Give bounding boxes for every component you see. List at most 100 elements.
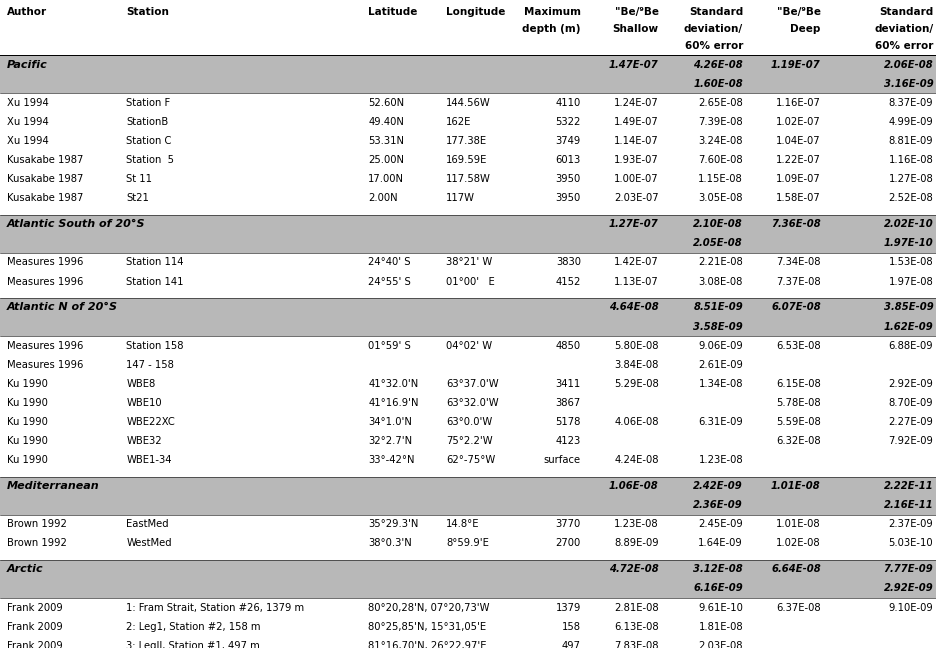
Text: Measures 1996: Measures 1996: [7, 257, 83, 268]
Text: 4.99E-09: 4.99E-09: [887, 117, 932, 127]
Text: 60% error: 60% error: [874, 41, 932, 51]
Text: Ku 1990: Ku 1990: [7, 456, 48, 465]
Text: Standard: Standard: [688, 7, 742, 17]
Text: WBE10: WBE10: [126, 398, 162, 408]
Text: 2.65E-08: 2.65E-08: [697, 98, 742, 108]
Text: 1.22E-07: 1.22E-07: [775, 156, 820, 165]
Text: Station 158: Station 158: [126, 341, 183, 351]
Text: Measures 1996: Measures 1996: [7, 341, 83, 351]
Text: WestMed: WestMed: [126, 538, 172, 548]
Text: 177.38E: 177.38E: [446, 136, 487, 146]
Text: 1.27E-08: 1.27E-08: [887, 174, 932, 184]
Text: 3.16E-09: 3.16E-09: [883, 79, 932, 89]
Text: 7.34E-08: 7.34E-08: [776, 257, 820, 268]
Text: 162E: 162E: [446, 117, 471, 127]
Text: 17.00N: 17.00N: [368, 174, 403, 184]
Text: 6.32E-08: 6.32E-08: [775, 436, 820, 446]
Text: WBE22XC: WBE22XC: [126, 417, 175, 427]
Text: 5.80E-08: 5.80E-08: [614, 341, 658, 351]
Text: 1.42E-07: 1.42E-07: [613, 257, 658, 268]
Text: 33°-42°N: 33°-42°N: [368, 456, 415, 465]
Text: 1.14E-07: 1.14E-07: [613, 136, 658, 146]
Text: 1.47E-07: 1.47E-07: [608, 60, 658, 69]
Text: Mediterranean: Mediterranean: [7, 481, 99, 491]
Text: 6.37E-08: 6.37E-08: [775, 603, 820, 612]
Text: 2.16E-11: 2.16E-11: [883, 500, 932, 510]
Text: 81°16,70'N, 26°22,97'E: 81°16,70'N, 26°22,97'E: [368, 641, 486, 648]
Text: 4.24E-08: 4.24E-08: [614, 456, 658, 465]
Text: 1.58E-07: 1.58E-07: [775, 194, 820, 203]
Text: 8.37E-09: 8.37E-09: [887, 98, 932, 108]
Text: 2.81E-08: 2.81E-08: [613, 603, 658, 612]
Text: 2.06E-08: 2.06E-08: [883, 60, 932, 69]
Text: Kusakabe 1987: Kusakabe 1987: [7, 156, 83, 165]
Text: 1.04E-07: 1.04E-07: [775, 136, 820, 146]
Text: 6.13E-08: 6.13E-08: [613, 621, 658, 632]
Text: Ku 1990: Ku 1990: [7, 379, 48, 389]
Text: 6.53E-08: 6.53E-08: [775, 341, 820, 351]
Text: Longitude: Longitude: [446, 7, 505, 17]
Text: 24°40' S: 24°40' S: [368, 257, 410, 268]
Text: 6.16E-09: 6.16E-09: [693, 583, 742, 594]
Text: 1.97E-10: 1.97E-10: [883, 238, 932, 248]
Text: 14.8°E: 14.8°E: [446, 520, 479, 529]
Text: 6.15E-08: 6.15E-08: [775, 379, 820, 389]
Text: Atlantic N of 20°S: Atlantic N of 20°S: [7, 303, 117, 312]
Text: 2.05E-08: 2.05E-08: [693, 238, 742, 248]
Bar: [0, 476, 936, 515]
Text: Xu 1994: Xu 1994: [7, 136, 49, 146]
Text: 2.21E-08: 2.21E-08: [697, 257, 742, 268]
Text: 3.24E-08: 3.24E-08: [698, 136, 742, 146]
Text: 6.88E-09: 6.88E-09: [887, 341, 932, 351]
Text: 1.09E-07: 1.09E-07: [775, 174, 820, 184]
Text: 2.37E-09: 2.37E-09: [887, 520, 932, 529]
Bar: [0, 214, 936, 253]
Text: 7.60E-08: 7.60E-08: [697, 156, 742, 165]
Text: 2.45E-09: 2.45E-09: [697, 520, 742, 529]
Text: WBE32: WBE32: [126, 436, 162, 446]
Text: 9.06E-09: 9.06E-09: [697, 341, 742, 351]
Text: Station C: Station C: [126, 136, 171, 146]
Text: 3.84E-08: 3.84E-08: [614, 360, 658, 370]
Text: 4850: 4850: [555, 341, 580, 351]
Text: 1: Fram Strait, Station #26, 1379 m: 1: Fram Strait, Station #26, 1379 m: [126, 603, 304, 612]
Text: 1.62E-09: 1.62E-09: [883, 321, 932, 332]
Text: Pacific: Pacific: [7, 60, 47, 69]
Text: 9.10E-09: 9.10E-09: [887, 603, 932, 612]
Text: 4123: 4123: [555, 436, 580, 446]
Text: Latitude: Latitude: [368, 7, 417, 17]
Text: 80°20,28'N, 07°20,73'W: 80°20,28'N, 07°20,73'W: [368, 603, 490, 612]
Text: 41°32.0'N: 41°32.0'N: [368, 379, 418, 389]
Text: 2.03E-08: 2.03E-08: [698, 641, 742, 648]
Text: 1.02E-07: 1.02E-07: [775, 117, 820, 127]
Text: 63°0.0'W: 63°0.0'W: [446, 417, 491, 427]
Text: 8.70E-09: 8.70E-09: [887, 398, 932, 408]
Text: Xu 1994: Xu 1994: [7, 98, 49, 108]
Text: 1.81E-08: 1.81E-08: [697, 621, 742, 632]
Text: 1.64E-09: 1.64E-09: [697, 538, 742, 548]
Text: Maximum: Maximum: [523, 7, 580, 17]
Text: 62°-75°W: 62°-75°W: [446, 456, 495, 465]
Text: StationB: StationB: [126, 117, 168, 127]
Text: 8.51E-09: 8.51E-09: [693, 303, 742, 312]
Text: 04°02' W: 04°02' W: [446, 341, 491, 351]
Text: 01°00'   E: 01°00' E: [446, 277, 494, 286]
Text: Standard: Standard: [878, 7, 932, 17]
Text: 2.42E-09: 2.42E-09: [693, 481, 742, 491]
Text: Arctic: Arctic: [7, 564, 43, 574]
Text: 7.37E-08: 7.37E-08: [775, 277, 820, 286]
Text: 63°32.0'W: 63°32.0'W: [446, 398, 498, 408]
Text: 1.02E-08: 1.02E-08: [775, 538, 820, 548]
Text: 1.24E-07: 1.24E-07: [613, 98, 658, 108]
Text: "Be/⁹Be: "Be/⁹Be: [614, 7, 658, 17]
Text: Frank 2009: Frank 2009: [7, 621, 62, 632]
Text: 1.60E-08: 1.60E-08: [693, 79, 742, 89]
Text: 63°37.0'W: 63°37.0'W: [446, 379, 498, 389]
Text: 2.92E-09: 2.92E-09: [883, 583, 932, 594]
Text: St 11: St 11: [126, 174, 153, 184]
Text: 5178: 5178: [555, 417, 580, 427]
Text: 3.08E-08: 3.08E-08: [698, 277, 742, 286]
Text: deviation/: deviation/: [683, 24, 742, 34]
Text: Author: Author: [7, 7, 47, 17]
Text: 7.92E-09: 7.92E-09: [887, 436, 932, 446]
